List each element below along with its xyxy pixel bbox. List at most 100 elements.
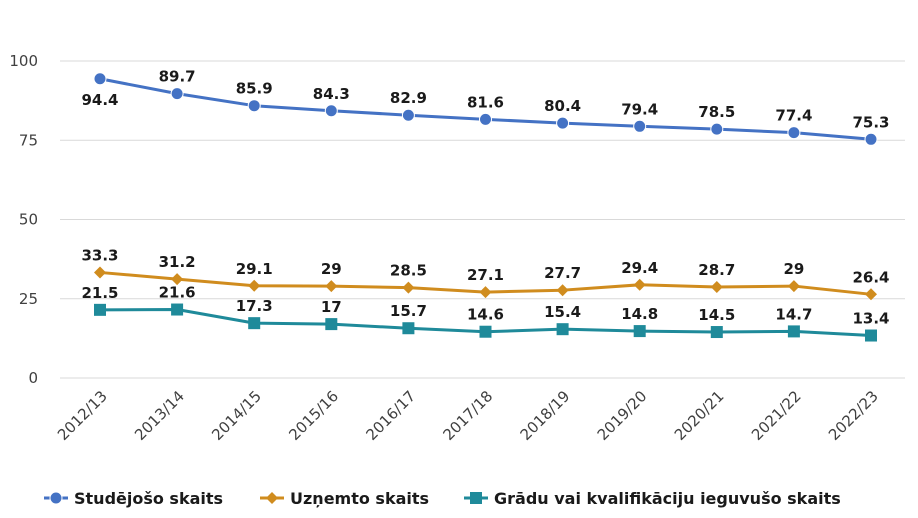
x-tick-label: 2018/19 xyxy=(517,387,574,444)
data-point xyxy=(401,108,415,122)
data-label: 89.7 xyxy=(159,68,196,86)
data-label: 27.7 xyxy=(544,264,581,282)
y-axis-ticks: 0 25 50 75 100 xyxy=(9,52,38,387)
data-point xyxy=(865,329,877,342)
y-tick-label: 0 xyxy=(28,369,38,387)
data-point xyxy=(633,325,646,338)
data-point xyxy=(556,116,570,130)
data-point xyxy=(633,119,647,133)
data-label: 29 xyxy=(783,260,804,278)
data-label: 15.7 xyxy=(390,302,427,320)
data-point xyxy=(247,99,261,113)
series-0 xyxy=(93,72,878,146)
x-tick-label: 2016/17 xyxy=(362,387,419,444)
data-label: 26.4 xyxy=(852,268,889,286)
data-label: 17.3 xyxy=(236,297,273,315)
data-label: 13.4 xyxy=(852,310,889,328)
data-point xyxy=(556,284,569,297)
legend-item-1: Uzņemto skaits xyxy=(260,489,429,508)
data-point xyxy=(170,87,184,101)
legend-label: Grādu vai kvalifikāciju ieguvušo skaits xyxy=(494,489,841,508)
data-point xyxy=(864,132,878,146)
data-point xyxy=(325,318,338,331)
y-tick-label: 100 xyxy=(9,52,38,70)
y-tick-label: 75 xyxy=(19,131,38,149)
data-label: 29.4 xyxy=(621,259,658,277)
data-label: 14.8 xyxy=(621,305,658,323)
data-point xyxy=(325,280,338,293)
data-point xyxy=(94,266,106,279)
legend-label: Uzņemto skaits xyxy=(290,489,429,508)
data-point xyxy=(479,286,492,299)
data-point xyxy=(479,112,492,126)
data-labels: 94.4 89.7 85.9 84.3 82.9 81.6 80.4 79.4 78.5 77.4… xyxy=(81,68,889,328)
x-tick-label: 2013/14 xyxy=(131,387,188,444)
legend-marker xyxy=(49,491,63,505)
data-point xyxy=(93,72,107,86)
legend-marker xyxy=(470,492,482,504)
data-label: 84.3 xyxy=(313,85,350,103)
legend-marker xyxy=(266,492,278,504)
data-label: 28.5 xyxy=(390,262,427,280)
x-tick-label: 2017/18 xyxy=(440,387,497,444)
series-lines xyxy=(93,72,878,342)
data-label: 21.6 xyxy=(159,284,196,302)
data-point xyxy=(324,104,338,118)
x-tick-label: 2015/16 xyxy=(285,387,342,444)
data-point xyxy=(710,122,724,136)
x-tick-label: 2012/13 xyxy=(54,387,111,444)
data-label: 29 xyxy=(321,260,342,278)
x-tick-label: 2019/20 xyxy=(594,387,651,444)
series-2 xyxy=(94,303,877,342)
legend-item-0: Studējošo skaits xyxy=(44,489,223,508)
data-point xyxy=(248,317,261,330)
y-tick-label: 50 xyxy=(19,211,38,229)
data-label: 28.7 xyxy=(698,261,735,279)
data-point xyxy=(94,303,106,316)
data-point xyxy=(787,126,801,140)
data-label: 21.5 xyxy=(81,284,118,302)
data-label: 14.7 xyxy=(775,305,812,323)
data-point xyxy=(402,281,415,294)
data-point xyxy=(710,326,723,339)
data-point xyxy=(402,322,415,335)
data-point xyxy=(710,281,723,294)
x-tick-label: 2014/15 xyxy=(208,387,265,444)
data-label: 79.4 xyxy=(621,100,658,118)
data-label: 31.2 xyxy=(159,253,196,271)
data-label: 29.1 xyxy=(236,260,273,278)
data-point xyxy=(479,325,492,338)
data-label: 33.3 xyxy=(81,246,118,264)
data-label: 85.9 xyxy=(236,80,273,98)
y-tick-label: 25 xyxy=(19,290,38,308)
data-label: 78.5 xyxy=(698,103,735,121)
data-point xyxy=(171,273,184,286)
data-label: 27.1 xyxy=(467,266,504,284)
data-label: 15.4 xyxy=(544,303,581,321)
legend-label: Studējošo skaits xyxy=(74,489,223,508)
data-label: 14.6 xyxy=(467,306,504,324)
series-1 xyxy=(94,266,877,301)
data-point xyxy=(787,280,800,293)
data-label: 17 xyxy=(321,298,342,316)
grid-lines xyxy=(60,60,905,379)
data-point xyxy=(787,325,800,338)
data-label: 82.9 xyxy=(390,89,427,107)
data-label: 14.5 xyxy=(698,306,735,324)
data-label: 75.3 xyxy=(852,113,889,131)
data-point xyxy=(248,279,261,292)
legend-item-2: Grādu vai kvalifikāciju ieguvušo skaits xyxy=(464,489,841,508)
data-point xyxy=(633,278,646,291)
x-tick-label: 2021/22 xyxy=(748,387,805,444)
x-axis-ticks: 2012/13 2013/14 2014/15 2015/16 2016/17 2017/… xyxy=(54,387,882,444)
data-label: 80.4 xyxy=(544,97,581,115)
data-point xyxy=(171,303,184,316)
x-tick-label: 2020/21 xyxy=(671,387,728,444)
x-tick-label: 2022/23 xyxy=(825,387,882,444)
data-label: 81.6 xyxy=(467,93,504,111)
data-point xyxy=(865,288,877,301)
data-label: 94.4 xyxy=(81,91,118,109)
data-label: 77.4 xyxy=(775,107,812,125)
legend: Studējošo skaits Uzņemto skaits Grādu vai … xyxy=(44,489,841,508)
